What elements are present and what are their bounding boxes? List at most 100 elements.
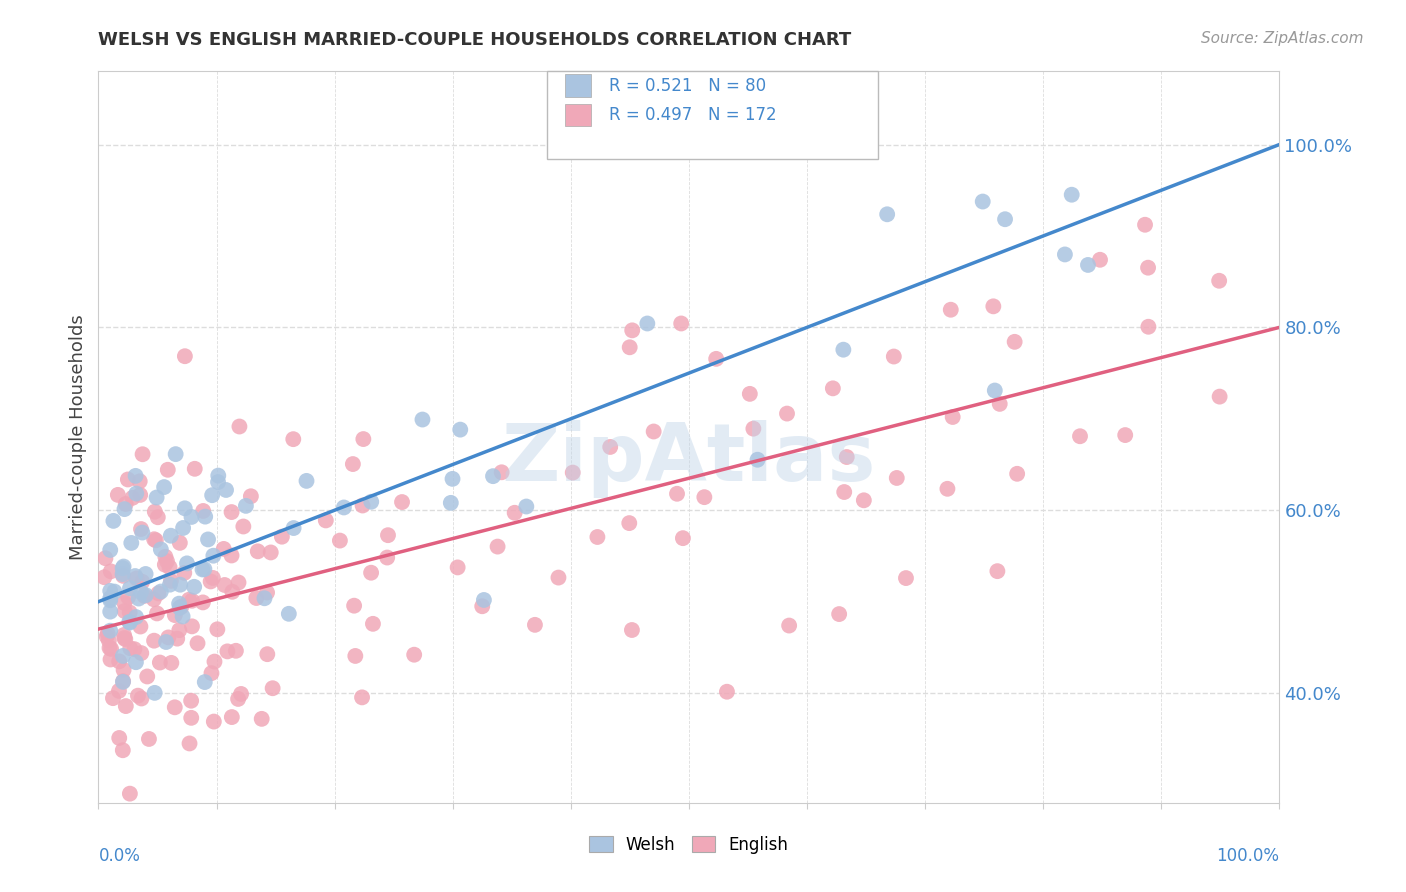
Point [250,712,273,726]
Point [1005,467,1028,481]
Point [143,533,166,547]
Point [153,480,176,494]
Point [984,384,1007,398]
Point [832,343,855,357]
Point [191,504,214,518]
Point [128,475,150,489]
Point [440,496,463,510]
Point [228,575,250,590]
Point [981,299,1004,313]
Point [821,381,844,395]
Point [177,592,200,607]
Point [1053,247,1076,261]
Text: R = 0.521   N = 80: R = 0.521 N = 80 [609,77,766,95]
Point [212,541,235,556]
Point [228,419,250,434]
Point [852,493,875,508]
Point [169,623,191,637]
Point [375,550,398,565]
Point [97,627,120,641]
Point [994,212,1017,227]
Point [693,490,716,504]
Point [186,636,208,650]
Point [181,619,204,633]
Point [283,521,305,535]
Point [129,646,152,660]
Point [486,540,509,554]
Point [125,655,148,669]
Point [172,521,194,535]
Point [352,690,374,705]
Point [449,423,471,437]
Point [586,530,609,544]
Point [776,407,799,421]
Point [107,488,129,502]
Point [160,574,183,588]
Point [159,529,181,543]
Point [942,409,965,424]
Point [411,412,433,426]
Point [103,514,125,528]
Point [114,497,136,511]
Point [169,577,191,591]
Point [149,656,172,670]
Point [157,631,180,645]
Point [149,584,172,599]
Point [221,710,243,724]
Point [124,468,146,483]
Point [256,647,278,661]
Point [342,457,364,471]
Point [939,302,962,317]
Point [111,674,134,689]
Point [100,641,122,656]
Point [262,681,284,696]
Point [153,558,176,572]
Point [360,566,382,580]
Point [778,618,800,632]
Point [145,533,167,548]
Point [148,586,170,600]
Point [146,607,169,621]
Point [142,592,165,607]
Point [97,633,120,648]
Point [131,525,153,540]
Point [232,519,254,533]
Point [125,571,148,585]
Point [108,684,131,698]
Point [136,669,159,683]
Point [716,684,738,698]
Point [221,584,243,599]
Point [329,533,352,548]
Point [377,528,399,542]
Point [184,462,207,476]
Point [343,599,366,613]
Point [120,536,142,550]
Point [832,485,855,500]
Point [1208,274,1230,288]
Point [174,349,197,363]
Point [471,599,494,614]
Point [200,574,222,589]
Point [112,631,135,645]
Point [98,543,121,558]
Point [256,585,278,599]
Point [226,692,249,706]
FancyBboxPatch shape [565,103,591,126]
Point [235,499,257,513]
Text: Source: ZipAtlas.com: Source: ZipAtlas.com [1201,31,1364,46]
Point [145,491,167,505]
Point [156,554,179,568]
Point [156,463,179,477]
Point [131,574,153,589]
Point [270,530,292,544]
Point [120,641,142,656]
Point [352,499,374,513]
Point [1133,218,1156,232]
Point [214,578,236,592]
Point [112,663,135,677]
Point [143,686,166,700]
Point [491,465,513,479]
Point [98,624,121,638]
Point [170,599,193,614]
Point [360,495,382,509]
